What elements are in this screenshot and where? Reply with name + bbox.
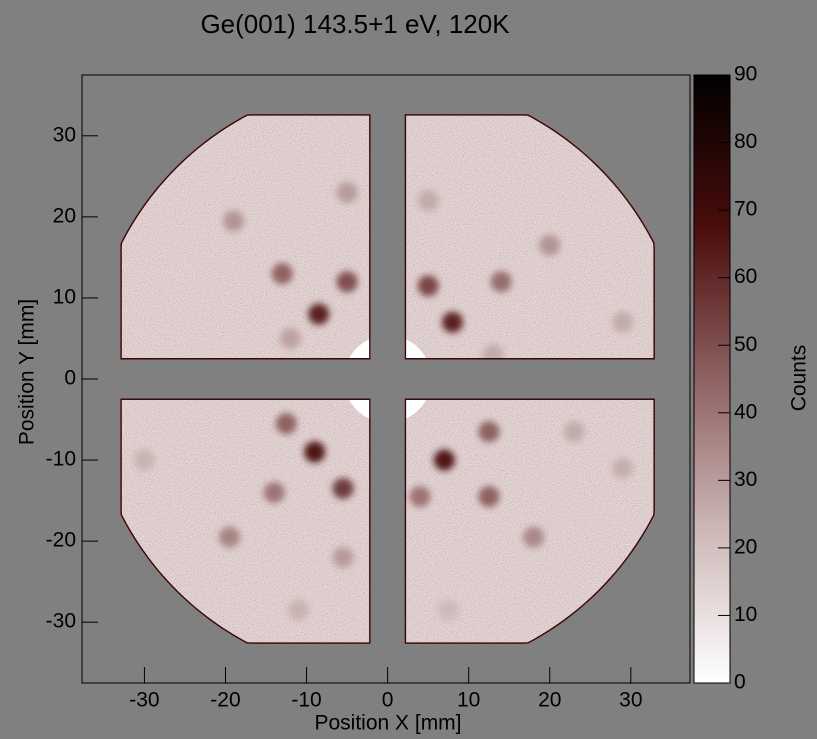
y-tick-label: -20 xyxy=(46,529,76,552)
spot xyxy=(308,303,330,325)
x-tick-label: 30 xyxy=(619,689,642,712)
z-tick-label: 80 xyxy=(734,130,757,153)
x-tick-label: 20 xyxy=(538,689,561,712)
spot xyxy=(336,271,358,293)
spot xyxy=(563,421,585,443)
chart-title: Ge(001) 143.5+1 eV, 120K xyxy=(200,9,510,39)
spot xyxy=(433,449,455,471)
x-axis-label: Position X [mm] xyxy=(314,712,461,735)
z-tick-label: 10 xyxy=(734,603,757,626)
spot xyxy=(336,182,358,204)
spot xyxy=(417,275,439,297)
spot xyxy=(304,441,326,463)
y-axis-label: Position Y [mm] xyxy=(16,299,39,445)
spot xyxy=(219,526,241,548)
z-tick-label: 30 xyxy=(734,468,757,491)
z-axis-label: Counts xyxy=(788,345,811,412)
y-tick-label: 20 xyxy=(53,204,76,227)
spot xyxy=(332,477,354,499)
x-tick-label: -10 xyxy=(291,689,321,712)
spot xyxy=(539,234,561,256)
spot xyxy=(275,413,297,435)
x-tick-label: -30 xyxy=(129,689,159,712)
spot xyxy=(271,263,293,285)
y-tick-label: 0 xyxy=(64,367,76,390)
x-tick-label: 10 xyxy=(457,689,480,712)
color-bar xyxy=(693,74,731,684)
spot xyxy=(490,271,512,293)
spot xyxy=(523,526,545,548)
y-tick-label: 30 xyxy=(53,123,76,146)
spot xyxy=(478,421,500,443)
z-tick-label: 40 xyxy=(734,400,757,423)
spot xyxy=(263,481,285,504)
x-tick-label: 0 xyxy=(382,689,394,712)
x-tick-label: -20 xyxy=(210,689,240,712)
spot xyxy=(417,190,439,212)
z-tick-label: 60 xyxy=(734,265,757,288)
y-tick-label: 10 xyxy=(53,285,76,308)
y-tick-label: -10 xyxy=(46,448,76,471)
y-tick-label: -30 xyxy=(46,610,76,633)
z-tick-label: 0 xyxy=(734,671,746,694)
spot xyxy=(287,599,309,621)
spot xyxy=(223,210,245,232)
spot xyxy=(332,546,354,568)
spot xyxy=(441,311,464,333)
z-tick-label: 90 xyxy=(734,63,757,86)
spot xyxy=(133,449,155,471)
spot xyxy=(612,457,634,479)
spot xyxy=(612,311,634,333)
spot xyxy=(437,599,459,621)
spots xyxy=(133,182,634,621)
spot xyxy=(279,327,301,349)
z-tick-label: 20 xyxy=(734,535,757,558)
spot xyxy=(409,486,431,508)
spot xyxy=(478,486,500,508)
z-tick-label: 70 xyxy=(734,198,757,221)
z-tick-label: 50 xyxy=(734,333,757,356)
